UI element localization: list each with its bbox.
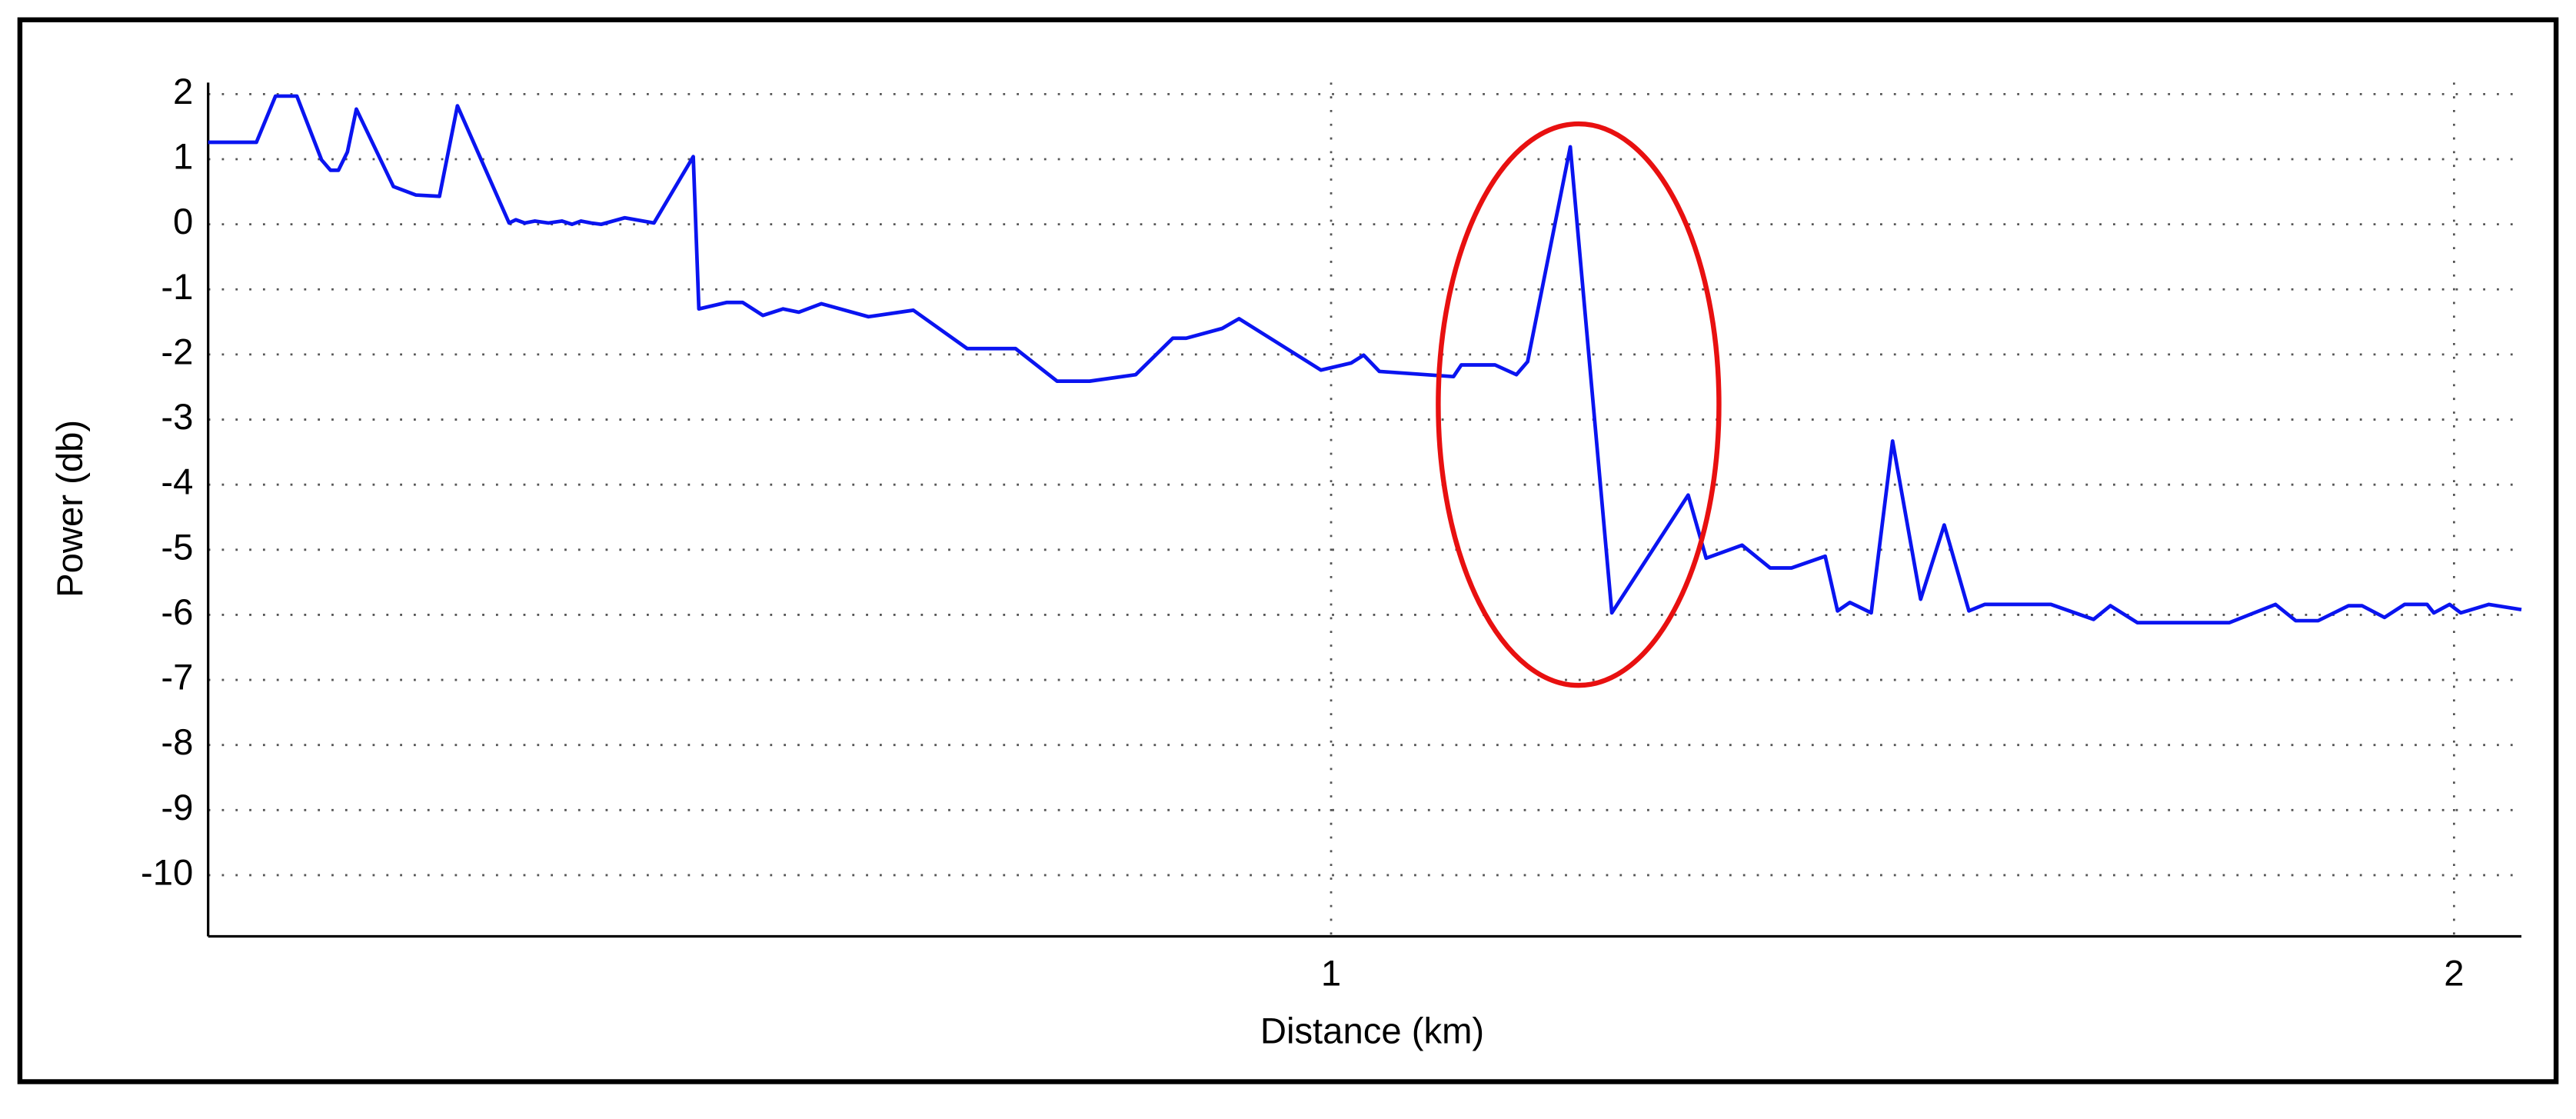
- y-tick-label: 0: [173, 201, 193, 242]
- y-tick-label: -6: [161, 592, 193, 633]
- y-tick-label: -4: [161, 462, 193, 503]
- y-tick-label: -3: [161, 397, 193, 438]
- highlight-ellipse: [1436, 121, 1722, 688]
- y-tick-label: -2: [161, 331, 193, 372]
- y-tick-label: -7: [161, 658, 193, 698]
- x-axis-label: Distance (km): [1260, 1011, 1484, 1052]
- plot-area: [208, 94, 2522, 624]
- y-tick-label: -1: [161, 267, 193, 308]
- y-tick-label: -10: [141, 852, 193, 893]
- data-line: [208, 94, 2522, 624]
- y-tick-label: -5: [161, 527, 193, 568]
- y-tick-label: 2: [173, 72, 193, 112]
- y-tick-label: -9: [161, 788, 193, 828]
- y-tick-label: -8: [161, 722, 193, 763]
- x-tick-label: 1: [1321, 954, 1341, 994]
- y-tick-label: 1: [173, 137, 193, 178]
- x-tick-label: 2: [2444, 954, 2464, 994]
- y-axis-label: Power (db): [50, 420, 91, 598]
